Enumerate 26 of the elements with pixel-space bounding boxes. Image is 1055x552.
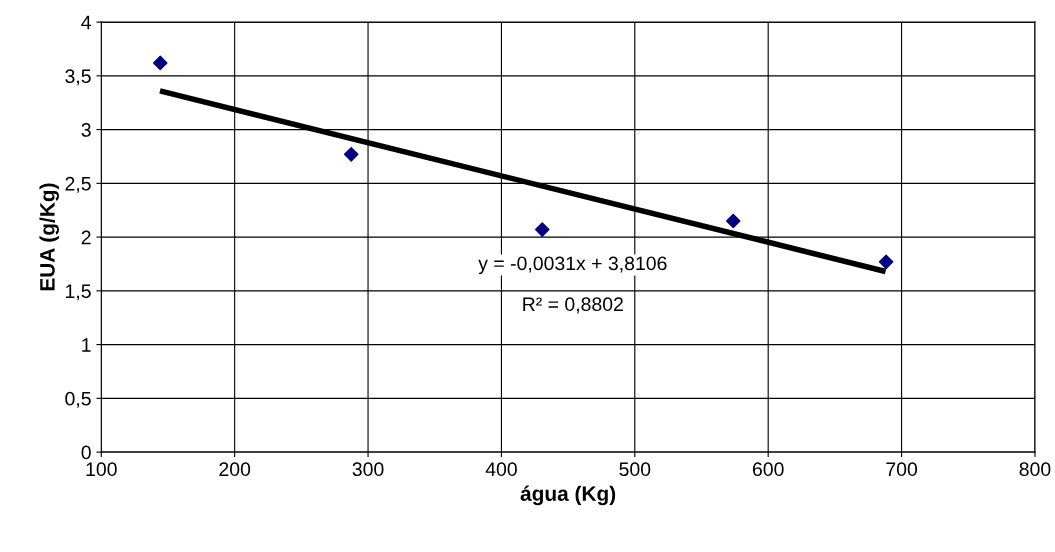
y-tick-label: 0,5: [65, 391, 91, 408]
x-tick-label: 700: [886, 462, 918, 477]
x-tick-label: 500: [619, 462, 651, 477]
y-tick-label: 1,5: [66, 284, 91, 301]
x-tick-label: 400: [485, 462, 517, 477]
x-tick-label: 300: [352, 462, 384, 477]
point: [725, 213, 741, 229]
point: [343, 147, 359, 162]
annotation: y = -0,0031x + 3,8106: [478, 256, 667, 275]
y-tick-label: 2,5: [65, 176, 91, 193]
annotation: R² = 0,8802: [523, 297, 623, 314]
x-tick-label: 600: [752, 462, 784, 477]
y-tick-label: 2: [81, 230, 91, 245]
y-tick-label: 1: [82, 338, 91, 352]
point: [152, 55, 168, 71]
x-tick-label: 800: [1019, 462, 1051, 477]
point: [534, 222, 550, 237]
x-axis-title: água (Kg): [520, 485, 616, 506]
y-axis-title: EUA (g/Kg): [39, 183, 59, 291]
x-tick-label: 200: [219, 462, 251, 477]
y-tick-label: 3,5: [65, 69, 91, 86]
y-tick-label: 4: [81, 15, 91, 30]
y-tick-label: 0: [81, 445, 91, 460]
x-tick-label: 100: [86, 462, 117, 477]
point: [878, 254, 894, 270]
y-tick-label: 3: [81, 123, 91, 137]
